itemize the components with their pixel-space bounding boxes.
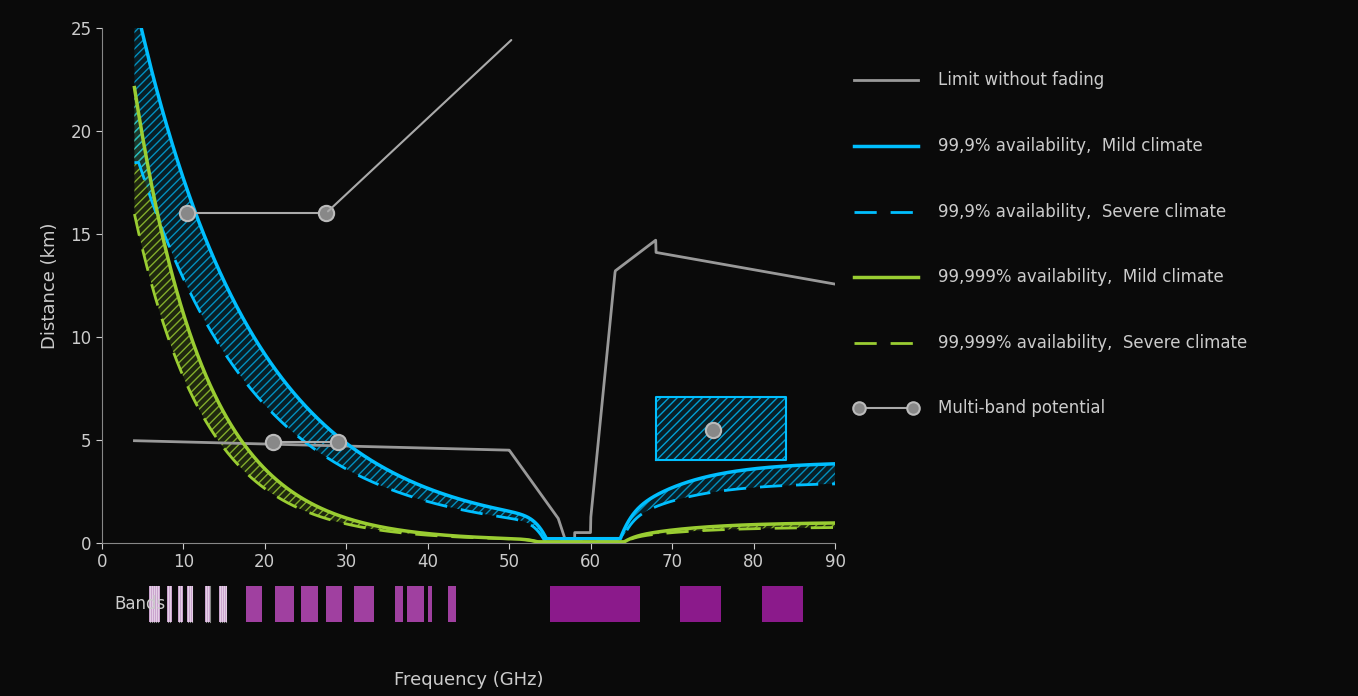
Text: 99,9% availability,  Mild climate: 99,9% availability, Mild climate bbox=[938, 137, 1203, 155]
Bar bbox=[407, 586, 424, 622]
Bar bbox=[219, 586, 227, 622]
Polygon shape bbox=[656, 397, 786, 461]
Bar bbox=[246, 586, 262, 622]
Bar bbox=[178, 586, 183, 622]
Bar bbox=[762, 586, 803, 622]
Text: 99,999% availability,  Mild climate: 99,999% availability, Mild climate bbox=[938, 268, 1224, 286]
Bar bbox=[550, 586, 640, 622]
Bar bbox=[187, 586, 193, 622]
Bar bbox=[448, 586, 456, 622]
Text: Multi-band potential: Multi-band potential bbox=[938, 400, 1105, 418]
Bar bbox=[149, 586, 160, 622]
Text: 99,9% availability,  Severe climate: 99,9% availability, Severe climate bbox=[938, 203, 1226, 221]
Bar bbox=[395, 586, 403, 622]
Bar bbox=[274, 586, 295, 622]
Bar bbox=[205, 586, 210, 622]
Bar bbox=[301, 586, 318, 622]
Text: Limit without fading: Limit without fading bbox=[938, 72, 1104, 89]
Y-axis label: Distance (km): Distance (km) bbox=[41, 222, 60, 349]
Bar bbox=[680, 586, 721, 622]
Bar bbox=[326, 586, 342, 622]
Text: Frequency (GHz): Frequency (GHz) bbox=[394, 671, 543, 689]
Text: 99,999% availability,  Severe climate: 99,999% availability, Severe climate bbox=[938, 334, 1247, 351]
Bar bbox=[428, 586, 432, 622]
Bar bbox=[167, 586, 172, 622]
Bar bbox=[354, 586, 373, 622]
Text: Bands: Bands bbox=[114, 595, 166, 612]
